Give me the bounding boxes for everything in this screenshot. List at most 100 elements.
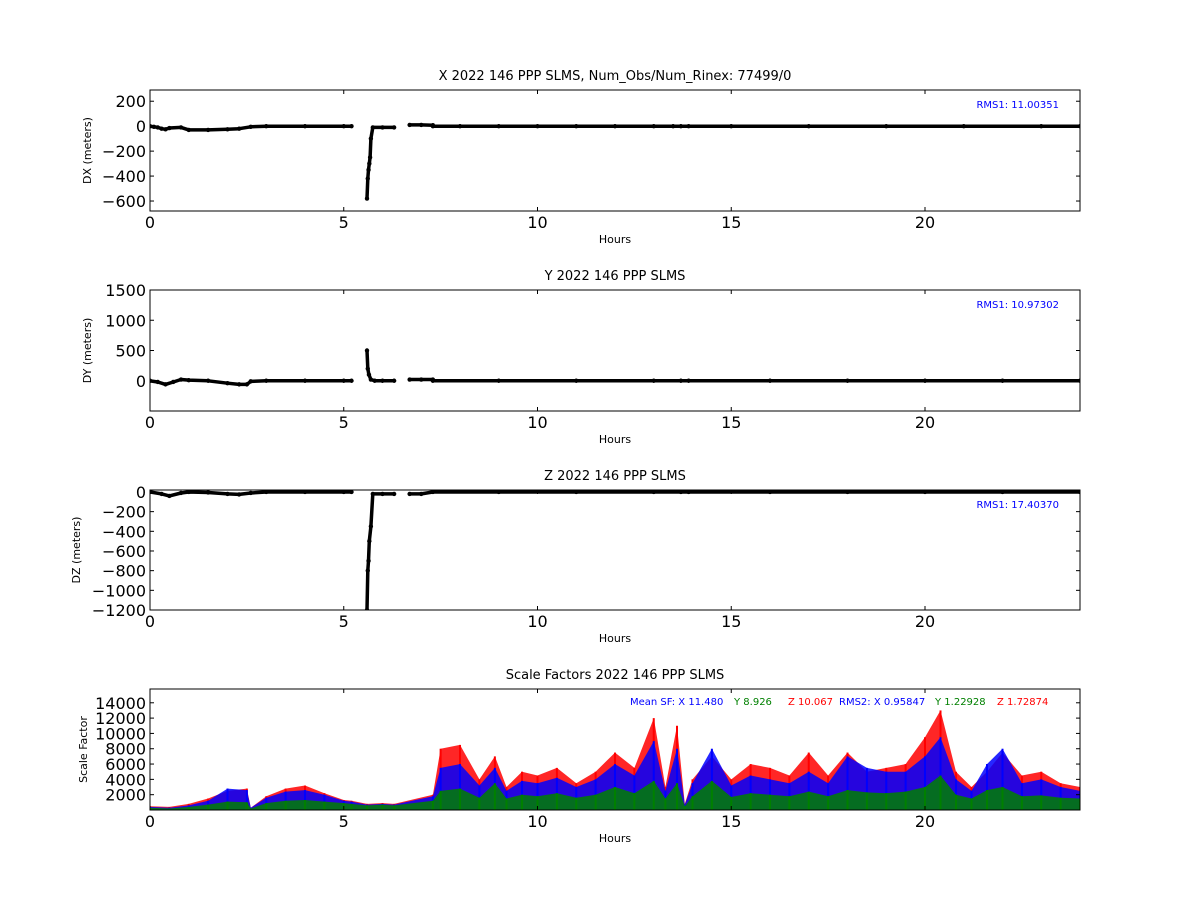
- y-tick-label: 1000: [105, 311, 146, 330]
- data-point: [365, 196, 369, 200]
- data-point: [679, 379, 683, 383]
- data-segment-2: [365, 492, 397, 612]
- data-point: [431, 124, 435, 128]
- y-tick-label: 0: [136, 117, 146, 136]
- data-point: [367, 539, 371, 543]
- x-tick-label: 20: [915, 612, 935, 631]
- data-segment-2: [365, 348, 397, 383]
- data-point: [237, 492, 241, 496]
- data-trace: [367, 494, 394, 610]
- x-tick-label: 0: [145, 413, 155, 432]
- data-point: [613, 124, 617, 128]
- data-point: [163, 382, 167, 386]
- data-point: [366, 168, 370, 172]
- axes-frame: [150, 90, 1080, 211]
- axes-frame: [150, 490, 1080, 610]
- y-tick-label: −400: [102, 522, 146, 541]
- data-point: [366, 176, 370, 180]
- data-point: [497, 124, 501, 128]
- data-point: [962, 124, 966, 128]
- data-point: [392, 125, 396, 129]
- data-point: [159, 492, 163, 496]
- x-tick-label: 0: [145, 213, 155, 232]
- data-point: [369, 136, 373, 140]
- x-axis-label: Hours: [599, 433, 631, 446]
- data-point: [152, 125, 156, 129]
- stats-annotation: Z 1.72874: [997, 697, 1048, 708]
- x-axis-label: Hours: [599, 233, 631, 246]
- x-tick-label: 10: [527, 612, 547, 631]
- data-trace: [367, 351, 394, 381]
- data-point: [249, 491, 253, 495]
- chart-title: Y 2022 146 PPP SLMS: [544, 269, 686, 284]
- data-point: [679, 124, 683, 128]
- data-point: [187, 128, 191, 132]
- data-point: [179, 491, 183, 495]
- data-point: [369, 377, 373, 381]
- data-point: [245, 382, 249, 386]
- data-point: [167, 126, 171, 130]
- y-axis-label: DY (meters): [81, 318, 94, 383]
- x-axis-label: Hours: [599, 832, 631, 845]
- y-tick-label: 0: [136, 483, 146, 502]
- data-point: [1039, 124, 1043, 128]
- y-tick-label: −600: [102, 192, 146, 211]
- data-point: [574, 379, 578, 383]
- stats-annotation: Y 1.22928: [934, 697, 986, 708]
- x-tick-label: 5: [339, 213, 349, 232]
- data-point: [419, 492, 423, 496]
- chart-title: Z 2022 146 PPP SLMS: [544, 469, 686, 484]
- data-point: [923, 379, 927, 383]
- data-point: [845, 379, 849, 383]
- plot-area: [150, 710, 1080, 810]
- data-point: [206, 379, 210, 383]
- axes-frame: [150, 290, 1080, 411]
- data-point: [458, 124, 462, 128]
- y-axis-label: DX (meters): [81, 117, 94, 184]
- rms-annotation: RMS1: 17.40370: [976, 500, 1059, 511]
- data-point: [652, 379, 656, 383]
- data-point: [249, 125, 253, 129]
- data-segment-3: [407, 490, 1082, 496]
- x-tick-label: 20: [915, 213, 935, 232]
- data-point: [187, 378, 191, 382]
- x-tick-label: 15: [721, 413, 741, 432]
- x-tick-label: 10: [527, 413, 547, 432]
- data-point: [884, 124, 888, 128]
- data-point: [407, 492, 411, 496]
- data-point: [371, 492, 375, 496]
- x-tick-label: 0: [145, 612, 155, 631]
- x-tick-label: 15: [721, 213, 741, 232]
- y-tick-label: −200: [102, 503, 146, 522]
- data-point: [369, 524, 373, 528]
- data-point: [249, 379, 253, 383]
- y-tick-label: −800: [102, 562, 146, 581]
- rms-annotation: RMS1: 10.97302: [976, 300, 1059, 311]
- data-point: [366, 366, 370, 370]
- data-point: [206, 490, 210, 494]
- chart-title: X 2022 146 PPP SLMS, Num_Obs/Num_Rinex: …: [439, 69, 792, 84]
- y-tick-label: 200: [115, 92, 146, 111]
- data-point: [652, 124, 656, 128]
- data-point: [366, 559, 370, 563]
- data-point: [380, 125, 384, 129]
- data-point: [225, 381, 229, 385]
- rms-annotation: RMS1: 11.00351: [976, 100, 1059, 111]
- x-tick-label: 15: [721, 612, 741, 631]
- data-point: [535, 124, 539, 128]
- x-tick-label: 15: [721, 812, 741, 831]
- y-tick-label: −200: [102, 142, 146, 161]
- data-point: [303, 379, 307, 383]
- y-axis-label: DZ (meters): [70, 517, 83, 584]
- data-point: [349, 379, 353, 383]
- data-segment-1: [148, 377, 354, 386]
- stats-annotation: RMS2: X 0.95847: [839, 697, 925, 708]
- data-point: [225, 492, 229, 496]
- plot-area: [148, 348, 1082, 386]
- data-point: [807, 124, 811, 128]
- data-point: [349, 124, 353, 128]
- data-point: [392, 379, 396, 383]
